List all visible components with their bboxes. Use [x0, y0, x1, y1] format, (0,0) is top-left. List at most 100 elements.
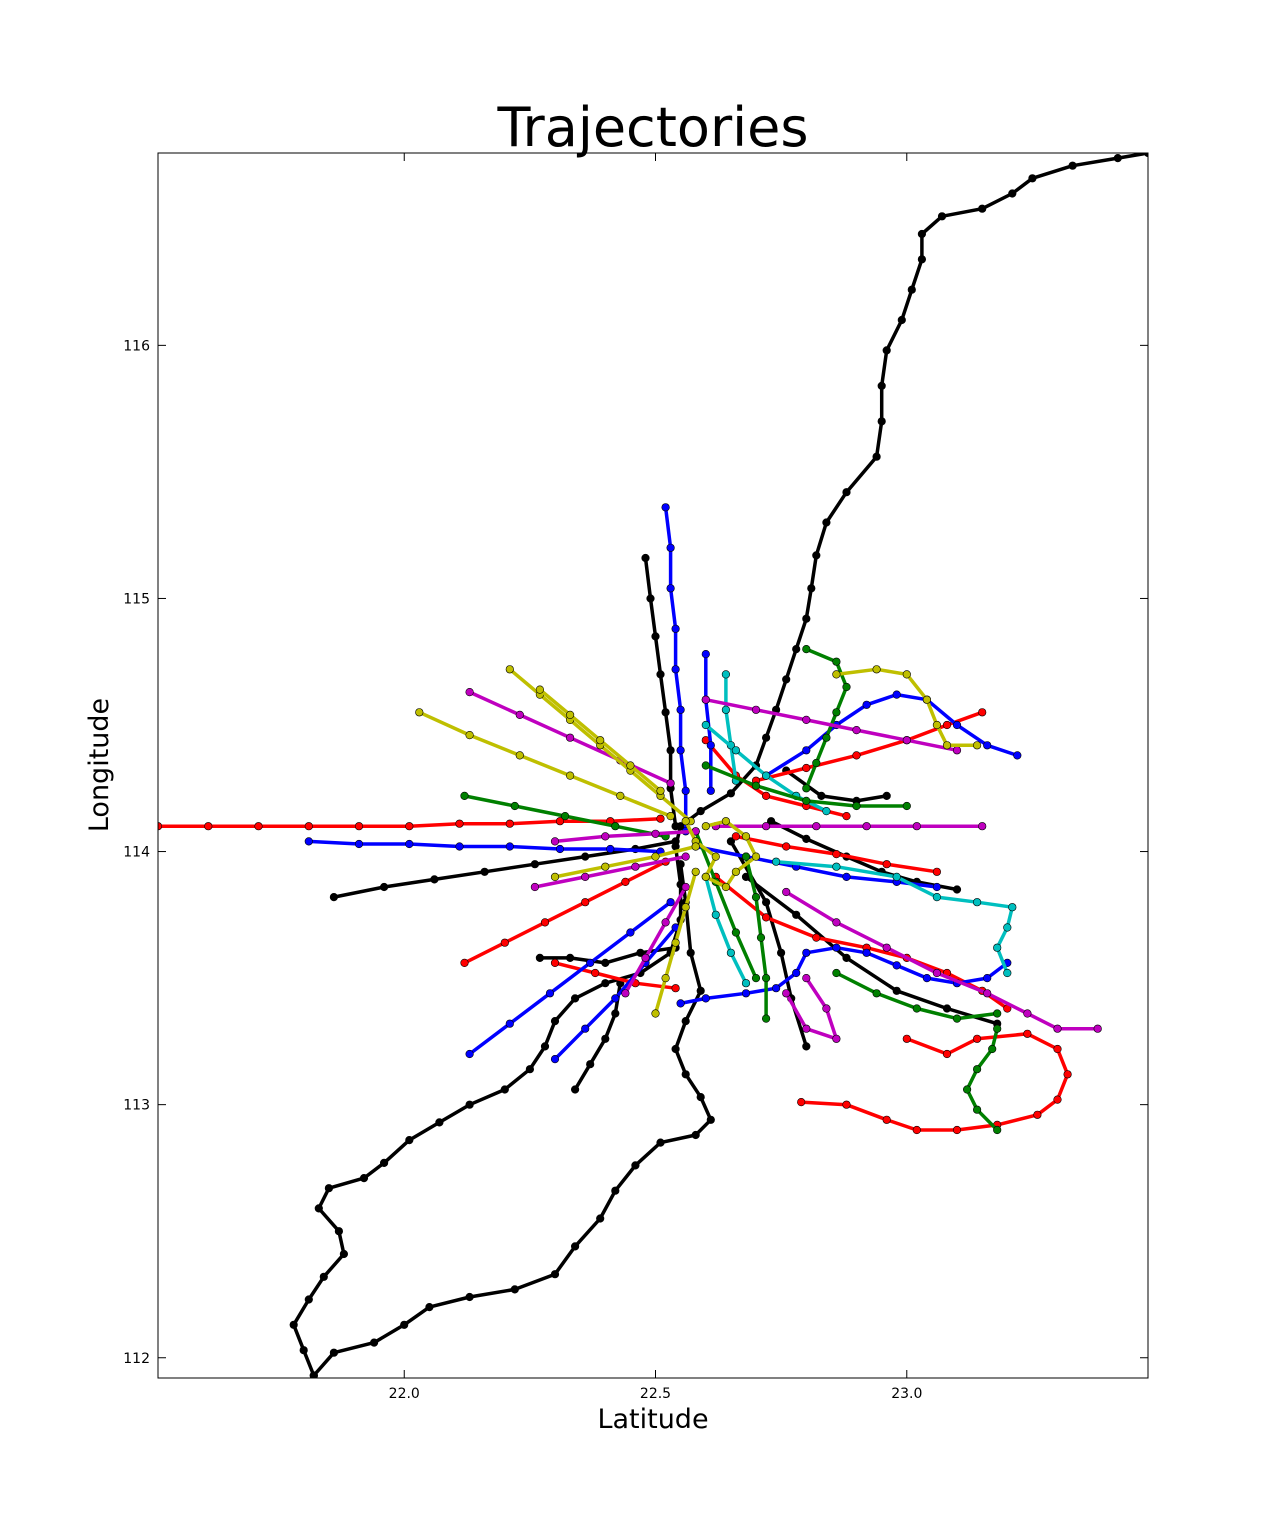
- trajectory-point: [761, 733, 771, 742]
- trajectory-point: [832, 708, 841, 717]
- trajectory-point: [425, 1302, 434, 1312]
- trajectory-point: [560, 811, 570, 821]
- trajectory-point: [842, 953, 851, 963]
- trajectory-point: [912, 822, 921, 831]
- trajectory-point: [812, 822, 821, 831]
- trajectory-point: [902, 801, 911, 811]
- trajectory-point: [741, 832, 751, 841]
- trajectory-point: [1033, 1110, 1042, 1119]
- trajectory-point: [993, 1009, 1002, 1018]
- trajectory-point: [671, 822, 680, 831]
- trajectory-point: [761, 913, 771, 922]
- trajectory-point: [530, 860, 540, 869]
- trajectory-point: [972, 1034, 982, 1043]
- trajectory-point: [802, 644, 811, 654]
- trajectory-point: [922, 973, 932, 983]
- trajectory-point: [304, 822, 313, 831]
- trajectory-point: [656, 814, 665, 823]
- trajectory-series-32: [962, 1024, 1002, 1135]
- trajectory-point: [581, 1024, 590, 1033]
- trajectory-point: [721, 817, 731, 826]
- trajectory-point: [932, 968, 942, 978]
- trajectory-point: [972, 741, 982, 750]
- trajectory-point: [701, 994, 710, 1003]
- trajectory-point: [606, 844, 615, 854]
- trajectory-line: [467, 900, 673, 1056]
- trajectory-point: [621, 877, 630, 887]
- trajectory-point: [817, 791, 826, 801]
- trajectory-point: [651, 1009, 660, 1018]
- trajectory-series-10: [158, 814, 665, 831]
- trajectory-point: [535, 685, 545, 694]
- trajectory-point: [681, 1016, 690, 1026]
- trajectory-series-17: [550, 958, 680, 993]
- trajectory-point: [304, 837, 313, 846]
- trajectory-line: [462, 859, 668, 965]
- trajectory-point: [460, 958, 469, 968]
- trajectory-point: [802, 715, 811, 725]
- trajectory-point: [611, 1009, 620, 1018]
- trajectory-point: [892, 690, 901, 699]
- trajectory-point: [771, 984, 781, 993]
- trajectory-point: [671, 837, 680, 846]
- trajectory-point: [792, 910, 801, 919]
- trajectory-series-33: [741, 852, 771, 1023]
- trajectory-series-20: [661, 503, 690, 836]
- trajectory-point: [696, 986, 705, 995]
- trajectory-point: [902, 670, 911, 679]
- trajectory-point: [540, 1042, 550, 1051]
- trajectory-point: [661, 503, 670, 512]
- trajectory-point: [671, 665, 680, 674]
- trajectory-line: [693, 844, 939, 889]
- trajectory-point: [359, 1173, 369, 1183]
- trajectory-point: [455, 842, 464, 851]
- trajectory-point: [1013, 751, 1022, 760]
- trajectory-point: [626, 928, 635, 937]
- trajectory-point: [902, 1034, 911, 1043]
- y-tick-label: 112: [123, 1351, 150, 1367]
- trajectory-point: [621, 989, 630, 998]
- trajectory-point: [581, 872, 590, 882]
- trajectory-point: [565, 733, 575, 742]
- trajectory-point: [952, 885, 962, 894]
- trajectory-point: [892, 986, 901, 995]
- trajectory-series-49: [651, 867, 700, 1018]
- trajectory-point: [565, 710, 575, 720]
- trajectory-series-34: [701, 761, 911, 811]
- ticks-layer: 22.0 22.5 23.0 112 113 114 115 116: [123, 153, 1148, 1402]
- trajectory-point: [882, 791, 891, 801]
- trajectory-point: [882, 1115, 891, 1124]
- trajectory-series-19: [465, 898, 675, 1059]
- trajectory-point: [897, 315, 906, 325]
- y-tick-label: 113: [123, 1098, 150, 1114]
- trajectory-point: [596, 1214, 605, 1223]
- trajectory-point: [792, 968, 801, 978]
- trajectory-point: [731, 746, 741, 755]
- trajectory-point: [877, 381, 886, 391]
- trajectory-point: [324, 1184, 334, 1193]
- trajectory-point: [581, 898, 590, 907]
- trajectory-point: [1008, 189, 1017, 198]
- trajectory-point: [666, 584, 675, 593]
- trajectory-point: [756, 933, 766, 942]
- trajectory-point: [254, 822, 263, 831]
- trajectory-point: [611, 1186, 620, 1195]
- trajectory-point: [937, 212, 947, 221]
- trajectory-point: [701, 872, 710, 882]
- trajectory-line: [799, 1032, 1070, 1132]
- trajectory-point: [550, 1054, 560, 1064]
- trajectory-point: [696, 806, 705, 816]
- trajectory-point: [646, 594, 655, 603]
- trajectory-point: [158, 822, 163, 831]
- trajectory-point: [812, 933, 821, 942]
- trajectory-point: [601, 832, 610, 841]
- trajectory-point: [711, 852, 720, 861]
- trajectory-point: [726, 837, 736, 846]
- trajectory-point: [802, 834, 811, 844]
- trajectory-point: [917, 255, 927, 264]
- trajectory-point: [782, 887, 791, 897]
- trajectory-point: [565, 771, 575, 780]
- trajectory-point: [907, 285, 916, 294]
- trajectory-point: [761, 898, 771, 907]
- trajectory-point: [671, 938, 680, 947]
